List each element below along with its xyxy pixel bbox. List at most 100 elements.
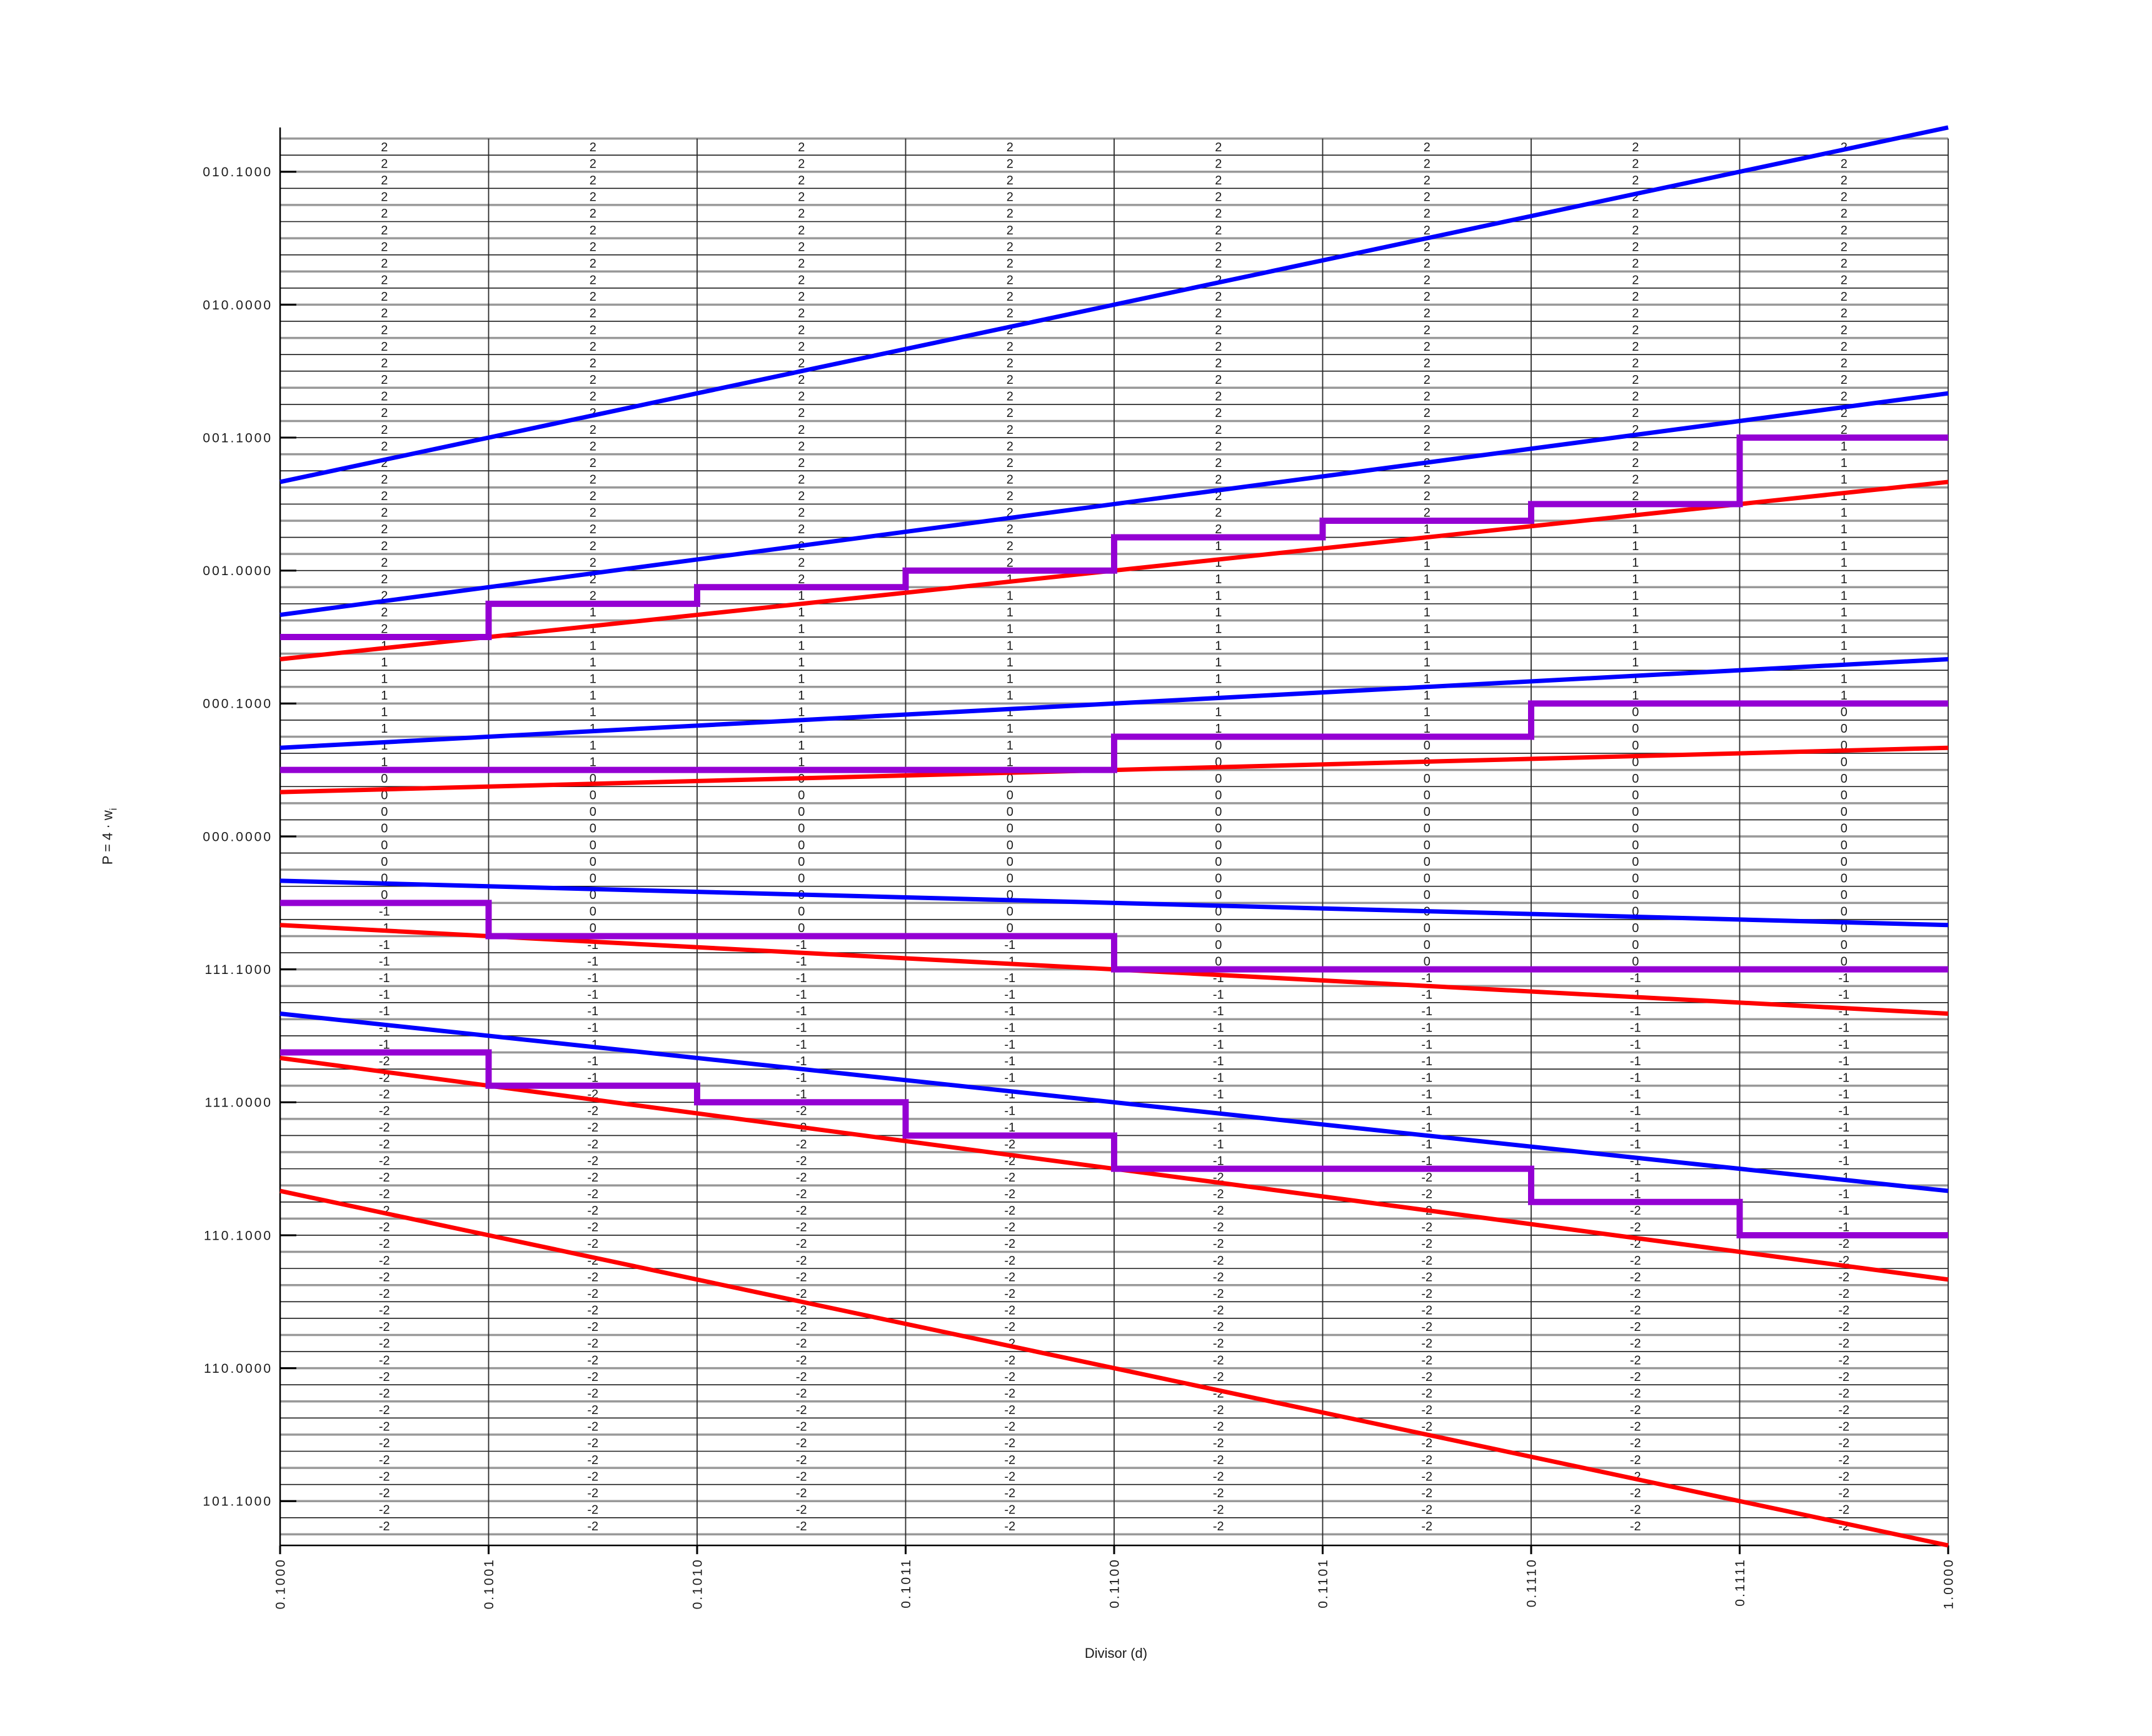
digit-cell: -2 <box>1004 1304 1015 1318</box>
digit-cell: 2 <box>1632 191 1639 204</box>
digit-cell: -1 <box>1004 1071 1015 1085</box>
digit-cell: 1 <box>1215 539 1222 553</box>
digit-cell: -1 <box>1213 1038 1224 1051</box>
digit-cell: -1 <box>379 971 390 985</box>
digit-cell: 2 <box>1007 473 1013 487</box>
digit-cell: -2 <box>1838 1503 1849 1517</box>
digit-cell: -1 <box>1004 1038 1015 1051</box>
digit-cell: 2 <box>798 157 805 171</box>
digit-cell: -2 <box>1838 1487 1849 1500</box>
digit-cell: 0 <box>1007 838 1013 852</box>
digit-cell: -2 <box>796 1470 807 1483</box>
digit-cell: -2 <box>587 1138 598 1151</box>
digit-cell: 2 <box>1632 207 1639 221</box>
digit-cell: -2 <box>1630 1403 1641 1417</box>
digit-cell: 2 <box>381 307 388 321</box>
digit-cell: -2 <box>1213 1370 1224 1384</box>
digit-cell: 1 <box>1007 739 1013 753</box>
digit-cell: -2 <box>1421 1171 1432 1185</box>
digit-cell: -2 <box>1213 1270 1224 1284</box>
digit-cell: 2 <box>798 390 805 404</box>
digit-cell: 0 <box>1632 905 1639 919</box>
digit-cell: -2 <box>1630 1237 1641 1251</box>
digit-cell: -2 <box>796 1487 807 1500</box>
digit-cell: 2 <box>381 257 388 271</box>
digit-cell: 2 <box>798 141 805 154</box>
digit-cell: 2 <box>798 506 805 520</box>
digit-cell: 1 <box>1424 539 1430 553</box>
digit-cell: 0 <box>1424 921 1430 935</box>
digit-cell: -2 <box>796 1187 807 1201</box>
digit-cell: 0 <box>1632 772 1639 786</box>
digit-cell: 2 <box>1215 423 1222 437</box>
digit-cell: 0 <box>1007 855 1013 869</box>
digit-cell: -2 <box>796 1453 807 1467</box>
digit-cell: 1 <box>590 656 596 670</box>
digit-cell: 2 <box>1007 406 1013 420</box>
digit-cell: -2 <box>1838 1370 1849 1384</box>
y-tick-label: 010.0000 <box>203 298 273 313</box>
digit-cell: 2 <box>381 423 388 437</box>
digit-cell: 0 <box>1007 888 1013 902</box>
digit-cell: 1 <box>381 656 388 670</box>
digit-cell: 2 <box>798 323 805 337</box>
digit-cell: -1 <box>1004 1055 1015 1068</box>
digit-cell: 2 <box>1007 356 1013 370</box>
digit-cell: -2 <box>796 1337 807 1351</box>
digit-cell: 0 <box>1215 822 1222 836</box>
digit-cell: 0 <box>1632 706 1639 720</box>
digit-cell: -2 <box>379 1105 390 1118</box>
digit-cell: -2 <box>1213 1503 1224 1517</box>
digit-cell: -1 <box>1421 1005 1432 1018</box>
digit-cell: 2 <box>798 523 805 536</box>
digit-cell: -2 <box>1004 1403 1015 1417</box>
x-tick-label: 0.1000 <box>273 1558 288 1609</box>
digit-cell: 0 <box>1841 722 1848 736</box>
digit-cell: -2 <box>1421 1403 1432 1417</box>
y-tick-label: 001.1000 <box>203 431 273 445</box>
constraint-line <box>279 1188 1949 1548</box>
selection-staircase <box>280 1049 1948 1238</box>
digit-cell: -2 <box>1004 1520 1015 1533</box>
digit-cell: 0 <box>590 888 596 902</box>
digit-cell: 0 <box>1007 822 1013 836</box>
digit-cell: 1 <box>1841 672 1848 686</box>
digit-cell: 0 <box>1632 789 1639 803</box>
digit-cell: 0 <box>1632 822 1639 836</box>
digit-cell: 2 <box>1007 390 1013 404</box>
digit-cell: -2 <box>1630 1221 1641 1235</box>
selection-staircase <box>280 900 1948 973</box>
digit-cell: 2 <box>1215 506 1222 520</box>
y-tick-label: 110.1000 <box>204 1228 273 1243</box>
digit-cell: 2 <box>1007 323 1013 337</box>
digit-cell: 1 <box>1632 639 1639 653</box>
digit-cell: -1 <box>1630 1055 1641 1068</box>
digit-cell: -2 <box>1630 1520 1641 1533</box>
y-tick-label: 000.0000 <box>203 830 273 844</box>
digit-cell: -1 <box>1213 1138 1224 1151</box>
digit-cell: -1 <box>1213 1088 1224 1101</box>
digit-cell: 1 <box>1215 623 1222 636</box>
digit-cell: -1 <box>1004 1021 1015 1035</box>
digit-cell: -2 <box>1421 1370 1432 1384</box>
digit-cell: -2 <box>379 1437 390 1450</box>
digit-cell: 2 <box>381 523 388 536</box>
digit-cell: -2 <box>796 1138 807 1151</box>
digit-cell: 2 <box>381 224 388 238</box>
digit-cell: -2 <box>587 1353 598 1367</box>
digit-cell: 2 <box>381 473 388 487</box>
digit-cell: -1 <box>379 1038 390 1051</box>
digit-cell: -2 <box>1630 1353 1641 1367</box>
digit-cell: -2 <box>587 1221 598 1235</box>
digit-cell: 1 <box>1215 656 1222 670</box>
digit-cell: -2 <box>796 1105 807 1118</box>
digit-cell: 1 <box>1215 573 1222 586</box>
digit-cell: -2 <box>1838 1387 1849 1400</box>
digit-cell: 1 <box>1632 523 1639 536</box>
selection-staircase <box>280 700 1948 773</box>
digit-cell: 2 <box>1007 456 1013 470</box>
digit-cell: -2 <box>1004 1221 1015 1235</box>
digit-cell: 0 <box>1424 838 1430 852</box>
digit-cell: 0 <box>1424 822 1430 836</box>
